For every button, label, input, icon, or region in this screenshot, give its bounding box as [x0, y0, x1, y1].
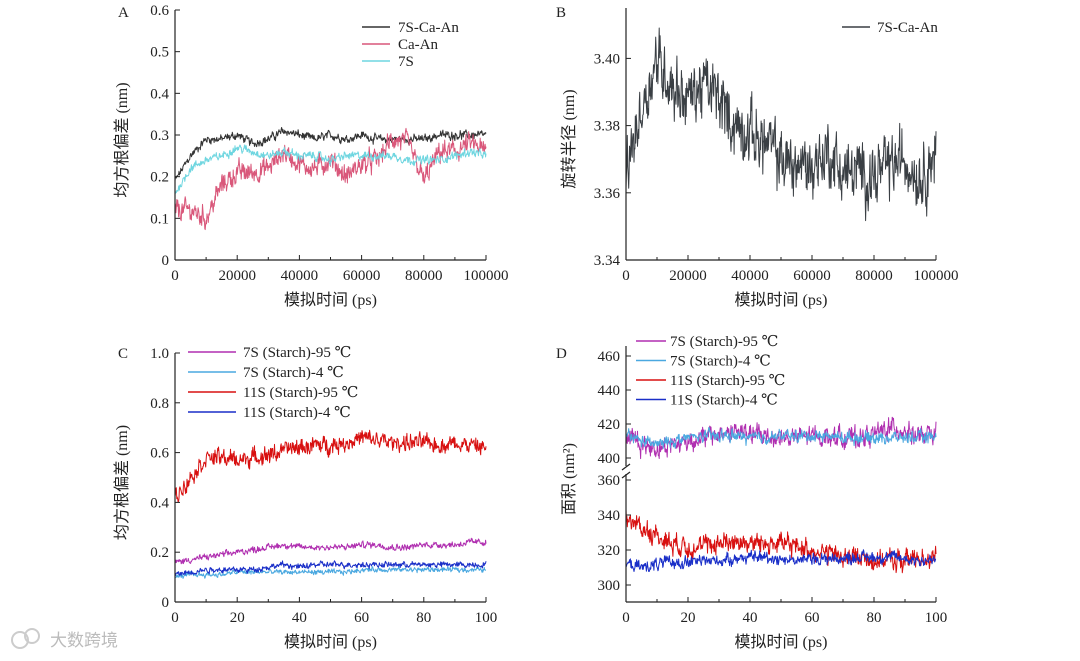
legend-label: 7S (Starch)-4 ℃ [243, 365, 344, 381]
series-line-11s-starch-4- [625, 549, 937, 572]
x-tick-label: 100000 [914, 268, 959, 284]
series-line-11s-starch-4- [174, 560, 487, 577]
legend-label: 7S (Starch)-4 ℃ [670, 354, 771, 370]
watermark-text: 大数跨境 [50, 631, 118, 651]
y-tick-label: 420 [598, 417, 621, 433]
y-tick-label: 460 [598, 349, 621, 365]
y-tick-label: 0.6 [150, 446, 169, 462]
legend-label: 7S [398, 54, 414, 70]
y-tick-label: 340 [598, 508, 621, 524]
y-tick-label: 3.38 [594, 119, 620, 135]
panel-letter: D [556, 346, 567, 362]
y-tick-label: 440 [598, 383, 621, 399]
x-axis-title: 模拟时间 (ps) [735, 291, 828, 309]
x-tick-label: 100000 [464, 268, 509, 284]
x-tick-label: 40 [292, 610, 307, 626]
y-tick-label: 0.4 [150, 495, 169, 511]
y-tick-label: 0.8 [150, 396, 169, 412]
x-tick-label: 20000 [669, 268, 707, 284]
y-tick-label: 0 [162, 595, 170, 611]
x-tick-label: 60000 [793, 268, 831, 284]
y-axis-title: 旋转半径 (nm) [560, 89, 578, 188]
legend: 7S-Ca-An [842, 20, 938, 36]
x-tick-label: 0 [171, 610, 179, 626]
x-tick-label: 60000 [343, 268, 381, 284]
panel-b: 0 20000 40000 60000 80000 100000 3.34 3.36 3.38 3… [556, 5, 959, 309]
series-line-ca-an [174, 127, 487, 231]
panel-a: 0 20000 40000 60000 80000 100000 0 0.1 0.2 0.3 0.4… [113, 3, 509, 309]
panel-d: 0 20 40 60 80 100 300 320 340 360 400 420 440 460 模拟时间… [556, 334, 947, 651]
y-tick-label: 0.3 [150, 128, 169, 144]
panel-letter: C [118, 346, 128, 362]
y-axis-title: 面积 (nm²) [560, 443, 578, 515]
legend-label: 7S (Starch)-95 ℃ [243, 345, 351, 361]
watermark-logo-icon [24, 628, 40, 644]
legend-label: Ca-An [398, 37, 438, 53]
legend-label: 7S-Ca-An [877, 20, 938, 36]
y-tick-label: 0.2 [150, 545, 169, 561]
axis-break-mark [621, 471, 631, 479]
legend: 7S (Starch)-95 ℃ 7S (Starch)-4 ℃ 11S (Star… [188, 345, 358, 421]
legend-label: 7S (Starch)-95 ℃ [670, 334, 778, 350]
y-tick-label: 0.1 [150, 211, 169, 227]
y-tick-label: 0.5 [150, 45, 169, 61]
series-line-7s-starch-95- [174, 537, 487, 565]
x-tick-label: 40000 [731, 268, 769, 284]
legend-label: 11S (Starch)-95 ℃ [670, 373, 785, 389]
y-tick-label: 0 [162, 253, 170, 269]
y-axis-title: 均方根偏差 (nm) [113, 425, 131, 540]
x-tick-label: 80 [867, 610, 882, 626]
series-line-7s-ca-an [174, 127, 487, 181]
x-tick-label: 60 [805, 610, 820, 626]
series-line-7s [174, 144, 487, 195]
y-tick-label: 3.40 [594, 51, 620, 67]
x-tick-label: 80000 [855, 268, 893, 284]
panel-letter: A [118, 5, 129, 21]
x-tick-label: 40 [743, 610, 758, 626]
x-tick-label: 20 [681, 610, 696, 626]
x-axis-title: 模拟时间 (ps) [284, 291, 377, 309]
x-axis-title: 模拟时间 (ps) [284, 633, 377, 651]
y-tick-label: 300 [598, 578, 621, 594]
panel-c: 0 20 40 60 80 100 0 0.2 0.4 0.6 0.8 1.0 模拟时间 (ps) 均方根… [113, 345, 497, 651]
y-tick-label: 3.36 [594, 186, 621, 202]
watermark: 大数跨境 [11, 628, 118, 651]
series-line-7s-starch-4- [174, 565, 487, 579]
legend-label: 11S (Starch)-4 ℃ [243, 405, 351, 421]
series-line-7s-ca-an [625, 27, 937, 222]
axis-break-mark [621, 463, 631, 471]
x-tick-label: 80 [416, 610, 431, 626]
series-line-7s-starch-4- [625, 426, 937, 449]
series-line-11s-starch-95- [174, 429, 487, 503]
y-tick-label: 0.6 [150, 3, 169, 19]
panel-letter: B [556, 5, 566, 21]
legend: 7S (Starch)-95 ℃ 7S (Starch)-4 ℃ 11S (Star… [636, 334, 785, 409]
y-tick-label: 1.0 [150, 346, 169, 362]
x-tick-label: 0 [622, 610, 630, 626]
x-tick-label: 0 [171, 268, 179, 284]
y-tick-label: 360 [598, 473, 621, 489]
y-tick-label: 0.2 [150, 170, 169, 186]
legend-label: 11S (Starch)-95 ℃ [243, 385, 358, 401]
legend-label: 11S (Starch)-4 ℃ [670, 393, 778, 409]
y-tick-label: 320 [598, 543, 621, 559]
x-tick-label: 60 [354, 610, 369, 626]
y-tick-label: 3.34 [594, 253, 621, 269]
x-tick-label: 20000 [218, 268, 256, 284]
x-tick-label: 40000 [281, 268, 319, 284]
series-line-11s-starch-95- [625, 509, 937, 574]
watermark-logo-icon [11, 631, 29, 649]
legend-label: 7S-Ca-An [398, 20, 459, 36]
y-tick-label: 400 [598, 451, 621, 467]
x-tick-label: 100 [475, 610, 498, 626]
x-tick-label: 0 [622, 268, 630, 284]
x-tick-label: 80000 [405, 268, 443, 284]
x-tick-label: 20 [230, 610, 245, 626]
x-axis-title: 模拟时间 (ps) [735, 633, 828, 651]
x-tick-label: 100 [925, 610, 948, 626]
y-axis-title: 均方根偏差 (nm) [113, 82, 131, 197]
y-tick-label: 0.4 [150, 86, 169, 102]
